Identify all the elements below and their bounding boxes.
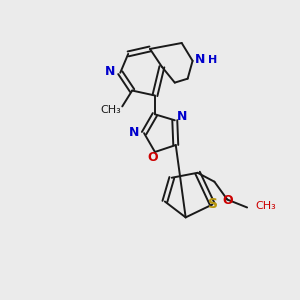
- Text: CH₃: CH₃: [100, 105, 121, 116]
- Text: H: H: [208, 55, 217, 65]
- Text: N: N: [195, 53, 206, 66]
- Text: N: N: [129, 126, 139, 139]
- Text: N: N: [176, 110, 187, 123]
- Text: S: S: [208, 197, 218, 212]
- Text: N: N: [105, 65, 116, 78]
- Text: O: O: [222, 194, 232, 207]
- Text: O: O: [148, 152, 158, 164]
- Text: CH₃: CH₃: [255, 202, 276, 212]
